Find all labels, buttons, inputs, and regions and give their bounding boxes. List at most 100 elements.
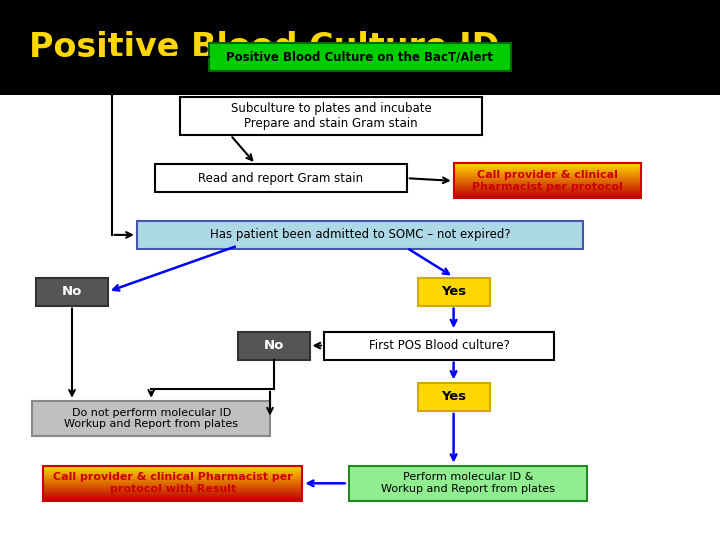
Bar — [454, 196, 641, 197]
Bar — [32, 401, 270, 436]
Bar — [454, 163, 641, 198]
Bar — [454, 173, 641, 174]
Bar — [43, 482, 302, 483]
Bar — [137, 221, 583, 249]
Bar — [454, 191, 641, 192]
Bar — [43, 489, 302, 490]
Bar — [454, 186, 641, 187]
Bar — [324, 332, 554, 360]
Bar — [454, 192, 641, 193]
Bar — [454, 180, 641, 181]
Bar — [43, 496, 302, 497]
Bar — [349, 465, 587, 501]
Bar — [43, 474, 302, 475]
Bar — [43, 466, 302, 467]
Text: Perform molecular ID &
Workup and Report from plates: Perform molecular ID & Workup and Report… — [381, 472, 555, 494]
Bar — [454, 175, 641, 176]
Bar — [43, 484, 302, 485]
Bar — [454, 165, 641, 166]
Bar — [454, 194, 641, 195]
Bar — [43, 475, 302, 476]
Bar — [454, 181, 641, 183]
Bar — [454, 179, 641, 180]
Bar — [43, 467, 302, 468]
Bar — [454, 178, 641, 179]
Bar — [454, 176, 641, 177]
Bar — [43, 490, 302, 491]
Bar — [454, 163, 641, 164]
Bar — [454, 168, 641, 169]
Text: First POS Blood culture?: First POS Blood culture? — [369, 339, 510, 352]
Bar — [43, 473, 302, 474]
Bar — [43, 486, 302, 488]
Bar — [43, 492, 302, 493]
Bar — [43, 467, 302, 468]
Bar — [454, 169, 641, 170]
Text: Read and report Gram stain: Read and report Gram stain — [198, 172, 364, 185]
Bar — [454, 167, 641, 168]
Bar — [43, 498, 302, 500]
Text: Subculture to plates and incubate
Prepare and stain Gram stain: Subculture to plates and incubate Prepar… — [231, 102, 431, 130]
Bar — [454, 183, 641, 184]
Bar — [454, 190, 641, 191]
Bar — [454, 193, 641, 194]
Bar — [0, 0, 720, 94]
Bar — [43, 495, 302, 496]
Bar — [454, 165, 641, 166]
Bar — [454, 170, 641, 171]
Bar — [454, 181, 641, 182]
Text: No: No — [264, 339, 284, 352]
Bar — [43, 492, 302, 494]
Bar — [454, 188, 641, 190]
Bar — [43, 477, 302, 478]
Bar — [43, 476, 302, 477]
Bar — [43, 474, 302, 475]
Bar — [43, 496, 302, 497]
Bar — [454, 171, 641, 172]
Bar — [454, 182, 641, 183]
Bar — [43, 483, 302, 484]
Bar — [454, 173, 641, 174]
Text: Yes: Yes — [441, 285, 466, 298]
Bar — [454, 192, 641, 193]
Bar — [155, 164, 407, 192]
Bar — [43, 470, 302, 471]
Bar — [454, 176, 641, 177]
Bar — [0, 94, 720, 540]
Bar — [43, 469, 302, 470]
Bar — [454, 172, 641, 173]
Bar — [418, 278, 490, 306]
Bar — [43, 472, 302, 474]
Bar — [43, 488, 302, 489]
Bar — [43, 484, 302, 485]
Bar — [43, 500, 302, 501]
Bar — [209, 43, 511, 71]
Bar — [43, 480, 302, 481]
Bar — [454, 188, 641, 189]
Bar — [454, 177, 641, 178]
Bar — [43, 471, 302, 473]
Bar — [238, 332, 310, 360]
Bar — [454, 164, 641, 165]
Bar — [43, 469, 302, 470]
Bar — [43, 497, 302, 498]
Bar — [43, 498, 302, 499]
Text: No: No — [62, 285, 82, 298]
Bar — [454, 184, 641, 185]
Text: Call provider & clinical
Pharmacist per protocol: Call provider & clinical Pharmacist per … — [472, 170, 623, 192]
Bar — [454, 167, 641, 168]
Bar — [454, 168, 641, 170]
Bar — [43, 465, 302, 467]
Bar — [43, 465, 302, 501]
Bar — [454, 193, 641, 194]
Bar — [454, 166, 641, 167]
Bar — [454, 194, 641, 195]
Bar — [43, 478, 302, 479]
Bar — [454, 185, 641, 186]
Bar — [454, 180, 641, 181]
Bar — [43, 485, 302, 486]
Bar — [43, 490, 302, 491]
Bar — [418, 383, 490, 411]
Bar — [43, 487, 302, 488]
Bar — [43, 468, 302, 469]
